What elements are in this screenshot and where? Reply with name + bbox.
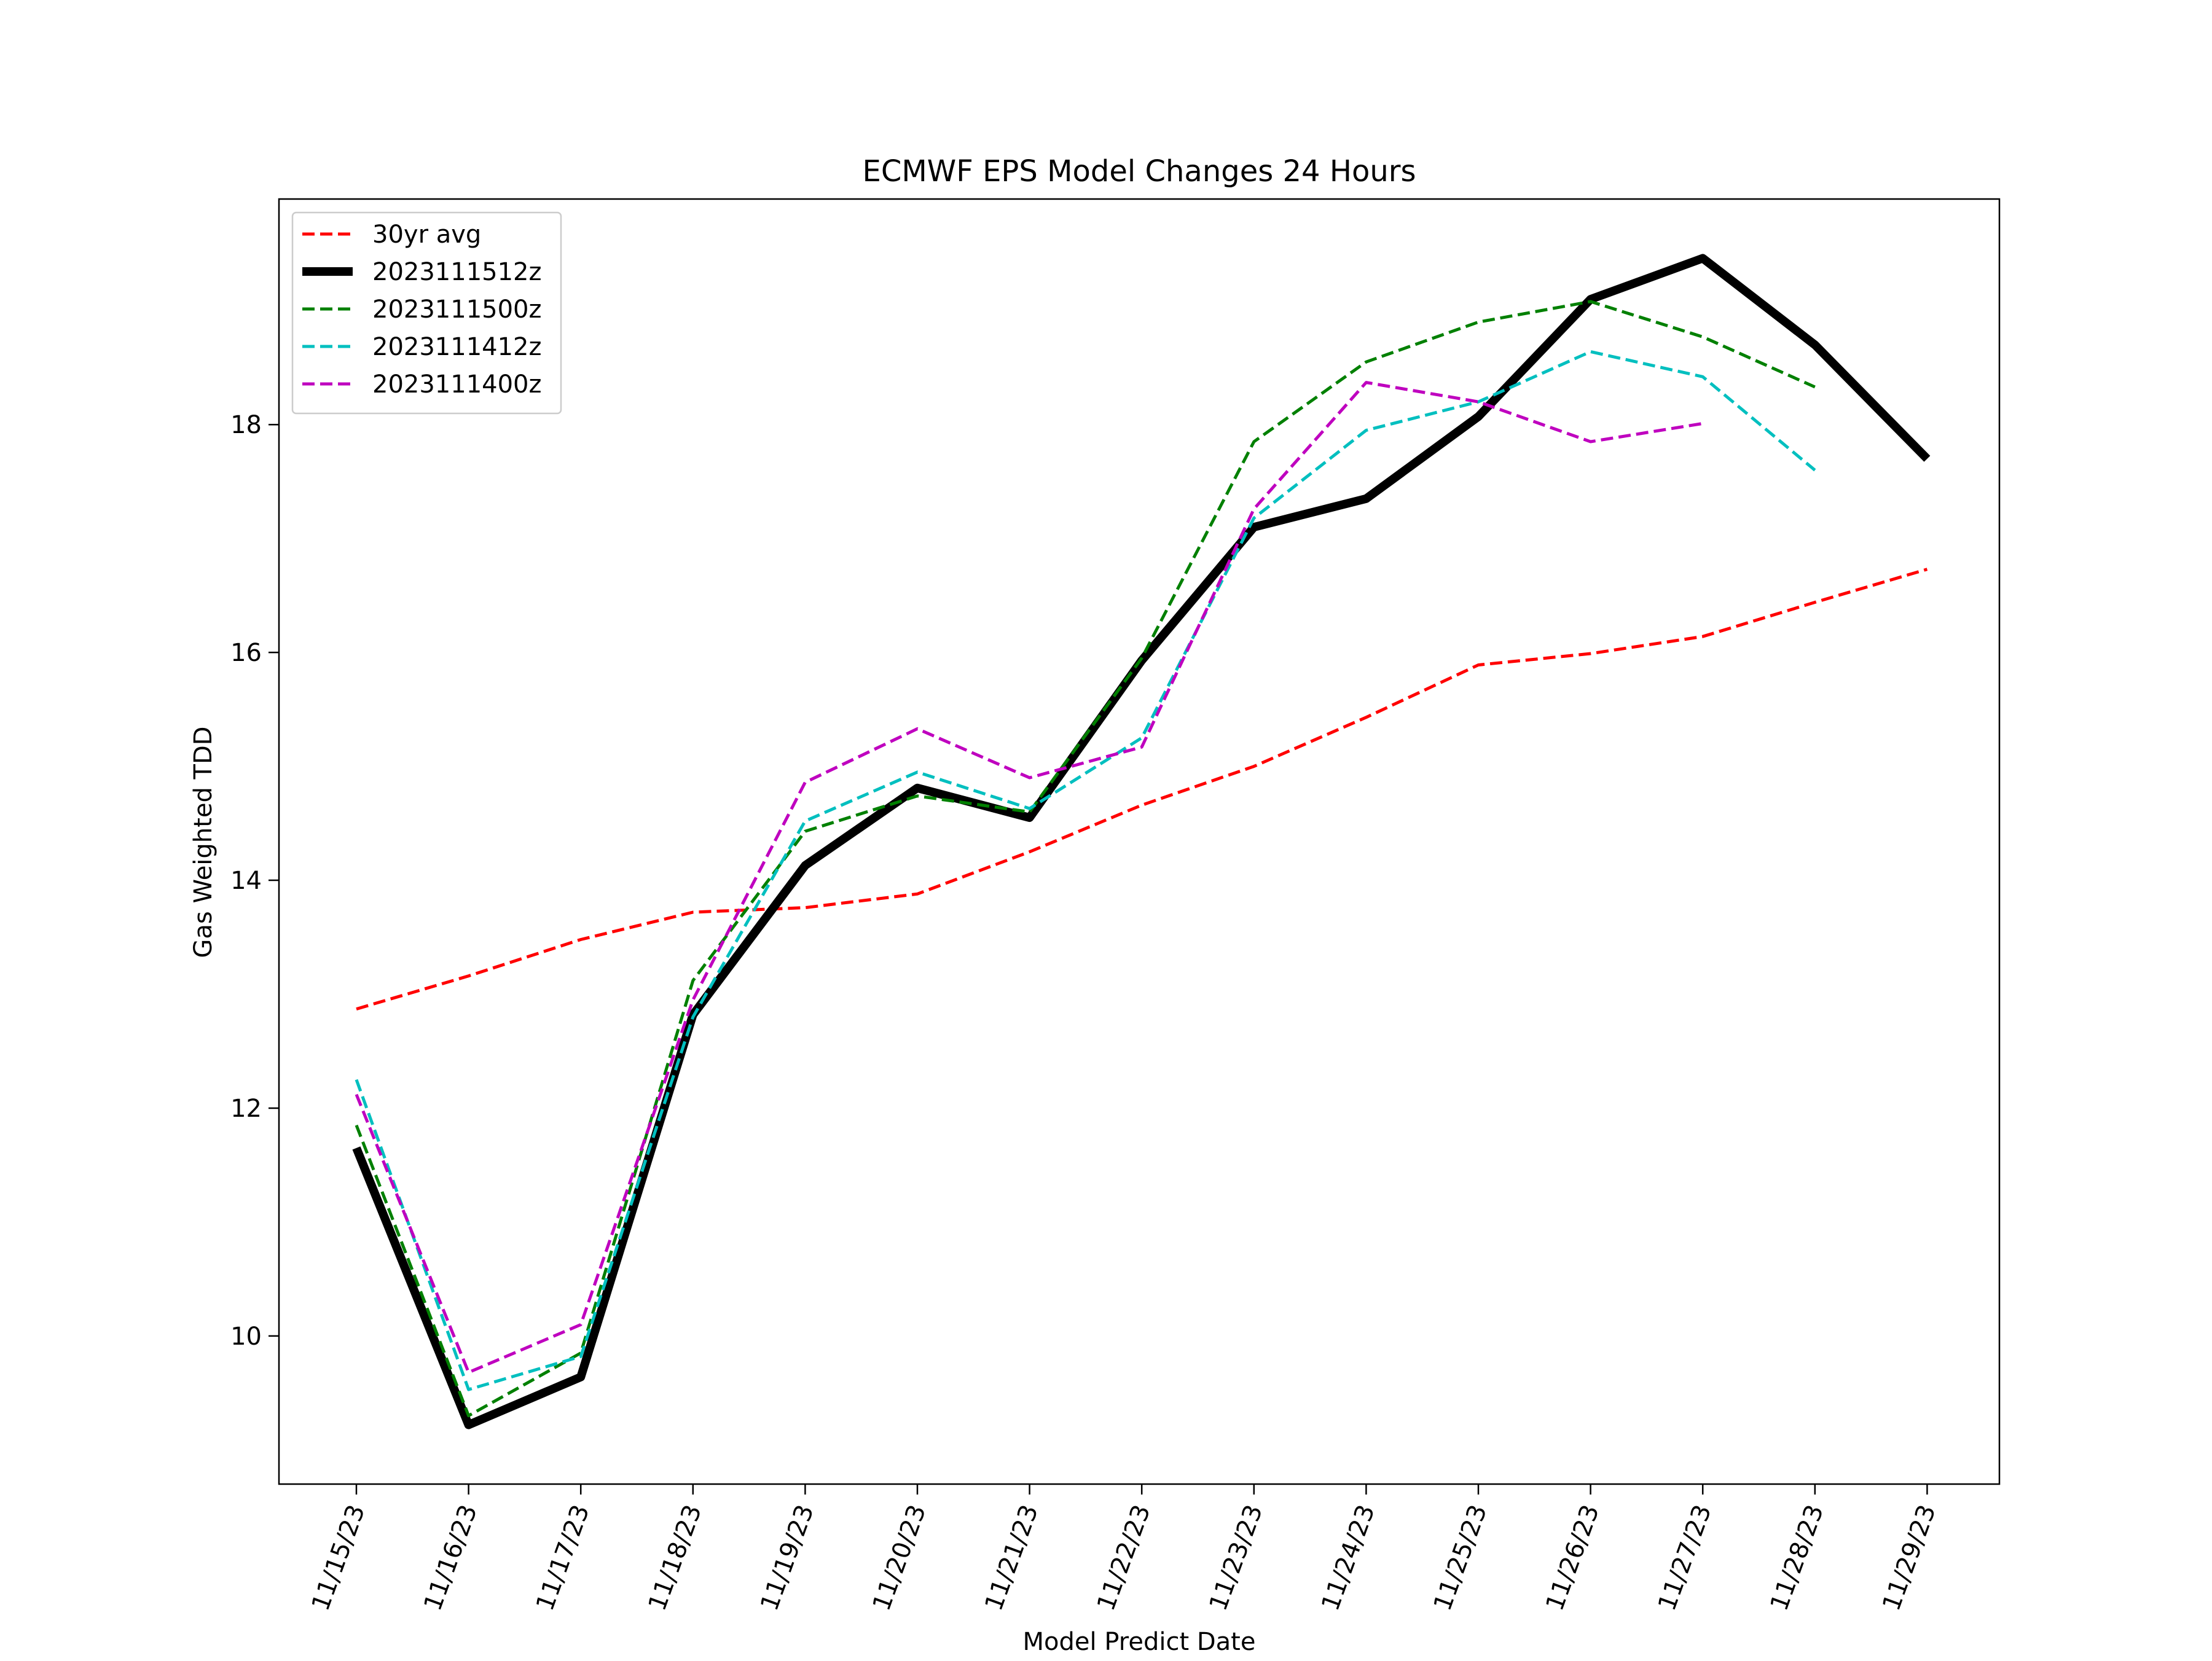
- y-axis-label: Gas Weighted TDD: [189, 726, 218, 958]
- legend-label: 2023111512z: [372, 258, 542, 286]
- chart-title: ECMWF EPS Model Changes 24 Hours: [863, 154, 1416, 189]
- y-tick-label: 18: [230, 411, 262, 439]
- series-line-5: [355, 381, 1703, 1374]
- x-axis-label: Model Predict Date: [1023, 1628, 1256, 1656]
- legend-label: 2023111412z: [372, 333, 542, 361]
- plot-frame: [278, 198, 2001, 1485]
- y-tick-label: 16: [230, 639, 262, 667]
- legend-label: 2023111500z: [372, 295, 542, 324]
- legend-box: [291, 211, 562, 415]
- y-tick-label: 12: [230, 1095, 262, 1123]
- legend-label: 30yr avg: [372, 221, 481, 249]
- y-tick-label: 14: [230, 867, 262, 895]
- series-line-3: [355, 300, 1816, 1418]
- series-line-4: [355, 350, 1816, 1391]
- y-tick-label: 10: [230, 1323, 262, 1351]
- series-lines: [352, 254, 1931, 1429]
- legend-label: 2023111400z: [372, 370, 542, 399]
- legend: 30yr avg 2023111512z 2023111500z 2023111412…: [291, 211, 562, 415]
- series-line-1: [356, 568, 1928, 1010]
